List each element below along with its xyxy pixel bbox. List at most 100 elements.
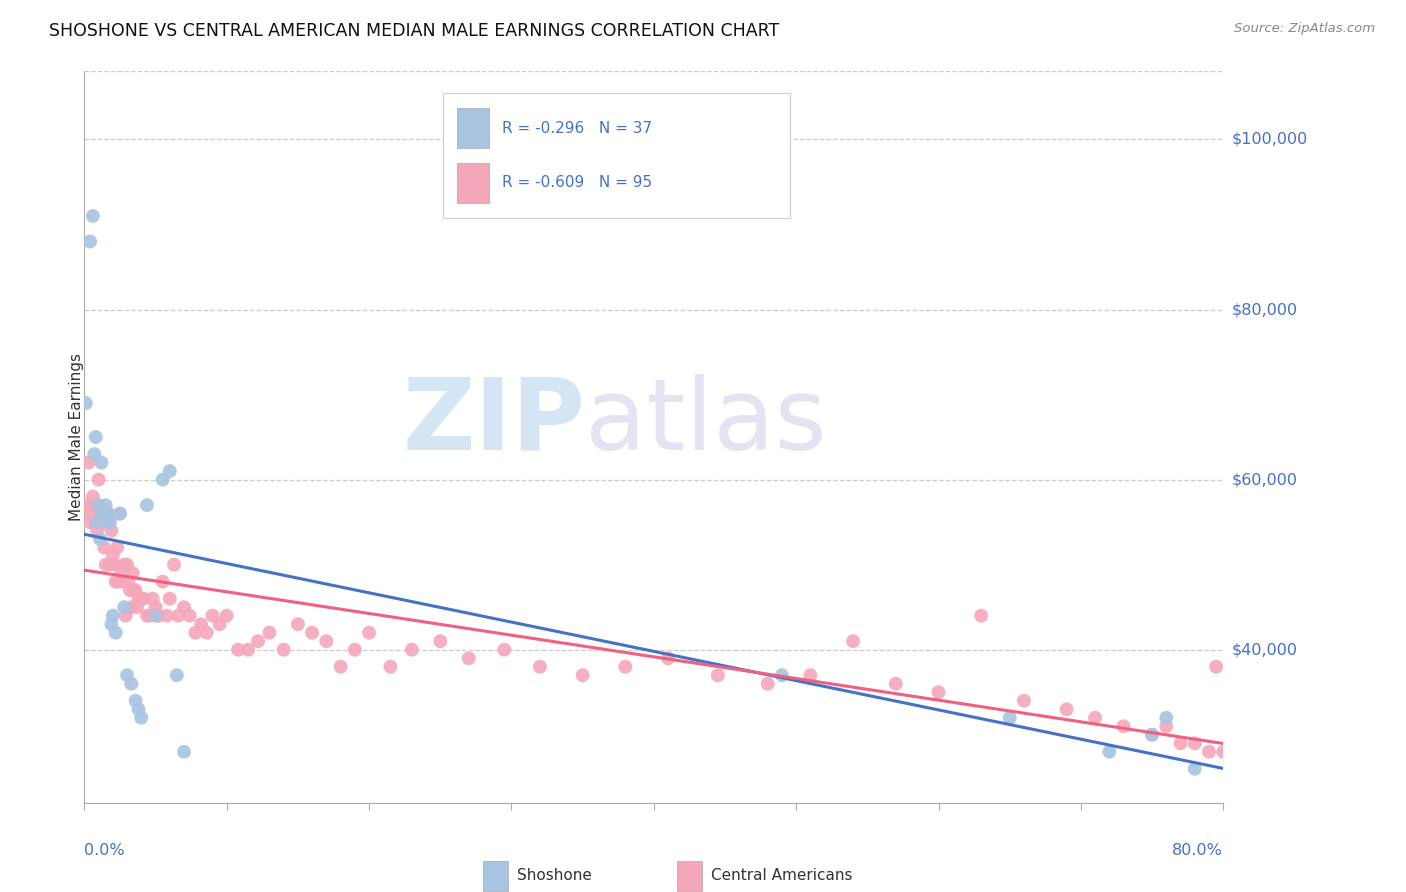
Point	[134, 591, 156, 606]
Point	[108, 507, 131, 521]
Bar	[457, 162, 489, 203]
Point	[97, 515, 120, 529]
Text: ZIP: ZIP	[402, 374, 585, 471]
Point	[1012, 694, 1035, 708]
Point	[136, 608, 159, 623]
Point	[156, 608, 179, 623]
Point	[159, 464, 181, 478]
Point	[799, 668, 821, 682]
Point	[315, 634, 337, 648]
Text: R = -0.296   N = 37: R = -0.296 N = 37	[502, 120, 652, 136]
Point	[173, 745, 195, 759]
Point	[79, 515, 101, 529]
Point	[614, 659, 637, 673]
Point	[118, 583, 141, 598]
Point	[121, 566, 143, 581]
Point	[87, 498, 110, 512]
Point	[998, 711, 1021, 725]
Point	[100, 524, 122, 538]
Point	[93, 541, 115, 555]
Point	[122, 583, 145, 598]
Text: 80.0%: 80.0%	[1173, 843, 1223, 858]
Point	[136, 498, 159, 512]
Point	[127, 591, 149, 606]
Point	[166, 668, 188, 682]
Point	[82, 209, 104, 223]
Point	[401, 642, 423, 657]
Point	[842, 634, 865, 648]
Point	[125, 600, 148, 615]
Point	[115, 668, 138, 682]
Text: Shoshone: Shoshone	[517, 869, 592, 883]
Point	[89, 507, 111, 521]
Point	[359, 625, 381, 640]
Point	[120, 600, 142, 615]
Point	[75, 396, 97, 410]
Point	[111, 574, 134, 589]
Point	[184, 625, 207, 640]
Point	[494, 642, 516, 657]
Point	[970, 608, 993, 623]
Point	[770, 668, 793, 682]
Point	[529, 659, 551, 673]
Point	[329, 659, 352, 673]
Point	[301, 625, 323, 640]
Point	[115, 558, 138, 572]
Point	[152, 473, 174, 487]
Point	[80, 507, 103, 521]
Point	[117, 574, 139, 589]
Point	[195, 625, 218, 640]
Point	[91, 507, 114, 521]
Point	[1140, 728, 1163, 742]
Point	[86, 515, 108, 529]
Point	[131, 591, 153, 606]
Point	[91, 515, 114, 529]
Point	[104, 574, 127, 589]
Point	[145, 608, 167, 623]
Point	[100, 617, 122, 632]
Point	[215, 608, 238, 623]
Point	[259, 625, 281, 640]
Text: $80,000: $80,000	[1232, 302, 1298, 317]
Point	[87, 473, 110, 487]
Point	[94, 558, 117, 572]
Bar	[457, 108, 489, 148]
Point	[124, 583, 146, 598]
Point	[77, 456, 100, 470]
Text: Central Americans: Central Americans	[711, 869, 852, 883]
Point	[1156, 719, 1178, 733]
Point	[1198, 745, 1220, 759]
Point	[928, 685, 950, 699]
Point	[107, 574, 129, 589]
Text: $60,000: $60,000	[1232, 472, 1298, 487]
Point	[103, 558, 125, 572]
Point	[101, 549, 124, 563]
FancyBboxPatch shape	[443, 94, 790, 218]
Point	[120, 677, 142, 691]
Text: $40,000: $40,000	[1232, 642, 1298, 657]
Point	[152, 574, 174, 589]
Point	[429, 634, 451, 648]
Point	[76, 498, 98, 512]
Point	[1098, 745, 1121, 759]
Point	[142, 591, 165, 606]
Point	[84, 430, 107, 444]
Point	[131, 711, 153, 725]
Point	[93, 507, 115, 521]
Point	[173, 600, 195, 615]
Point	[657, 651, 679, 665]
Point	[201, 608, 224, 623]
Point	[110, 566, 132, 581]
Bar	[484, 862, 508, 890]
Point	[148, 608, 170, 623]
Point	[96, 515, 118, 529]
Y-axis label: Median Male Earnings: Median Male Earnings	[69, 353, 83, 521]
Point	[707, 668, 730, 682]
Point	[89, 532, 111, 546]
Point	[571, 668, 593, 682]
Point	[179, 608, 201, 623]
Point	[1184, 736, 1206, 750]
Point	[756, 677, 779, 691]
Point	[159, 591, 181, 606]
Point	[1084, 711, 1107, 725]
